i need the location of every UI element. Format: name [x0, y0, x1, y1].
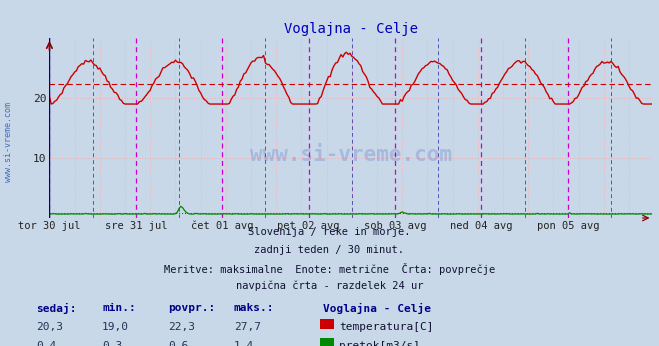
Text: Slovenija / reke in morje.: Slovenija / reke in morje.	[248, 227, 411, 237]
Text: 27,7: 27,7	[234, 322, 261, 332]
Text: pretok[m3/s]: pretok[m3/s]	[339, 341, 420, 346]
Text: 0,4: 0,4	[36, 341, 57, 346]
Text: zadnji teden / 30 minut.: zadnji teden / 30 minut.	[254, 245, 405, 255]
Text: Voglajna - Celje: Voglajna - Celje	[323, 303, 431, 314]
Text: www.si-vreme.com: www.si-vreme.com	[250, 145, 452, 165]
Text: navpična črta - razdelek 24 ur: navpična črta - razdelek 24 ur	[236, 281, 423, 291]
Text: 22,3: 22,3	[168, 322, 195, 332]
Text: min.:: min.:	[102, 303, 136, 313]
Text: Meritve: maksimalne  Enote: metrične  Črta: povprečje: Meritve: maksimalne Enote: metrične Črta…	[164, 263, 495, 275]
Text: 19,0: 19,0	[102, 322, 129, 332]
Text: povpr.:: povpr.:	[168, 303, 215, 313]
Text: 1,4: 1,4	[234, 341, 254, 346]
Text: temperatura[C]: temperatura[C]	[339, 322, 434, 332]
Text: 20,3: 20,3	[36, 322, 63, 332]
Text: 0,3: 0,3	[102, 341, 123, 346]
Title: Voglajna - Celje: Voglajna - Celje	[284, 21, 418, 36]
Text: maks.:: maks.:	[234, 303, 274, 313]
Text: 0,6: 0,6	[168, 341, 188, 346]
Text: sedaj:: sedaj:	[36, 303, 76, 314]
Text: www.si-vreme.com: www.si-vreme.com	[4, 102, 13, 182]
